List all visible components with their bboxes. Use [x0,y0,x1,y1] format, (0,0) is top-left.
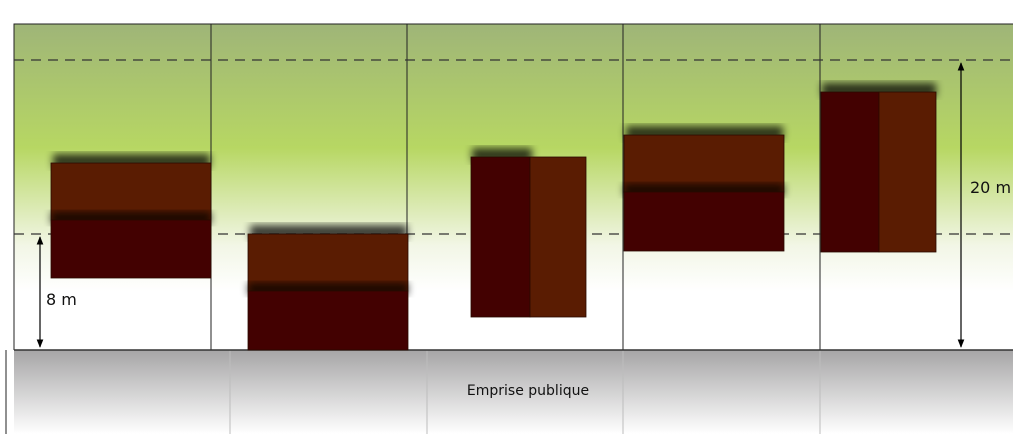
building-4 [623,126,785,252]
frame-outline [13,23,1013,350]
public-domain-label: Emprise publique [467,383,589,399]
building-1 [50,154,212,279]
min-height-label: 8 m [46,290,77,309]
max-height-label: 20 m [970,178,1011,197]
building-5 [820,83,937,253]
ground-dividers [229,350,821,434]
building-2 [247,225,409,351]
public-domain-strip [14,350,1013,434]
building-3 [470,148,587,318]
